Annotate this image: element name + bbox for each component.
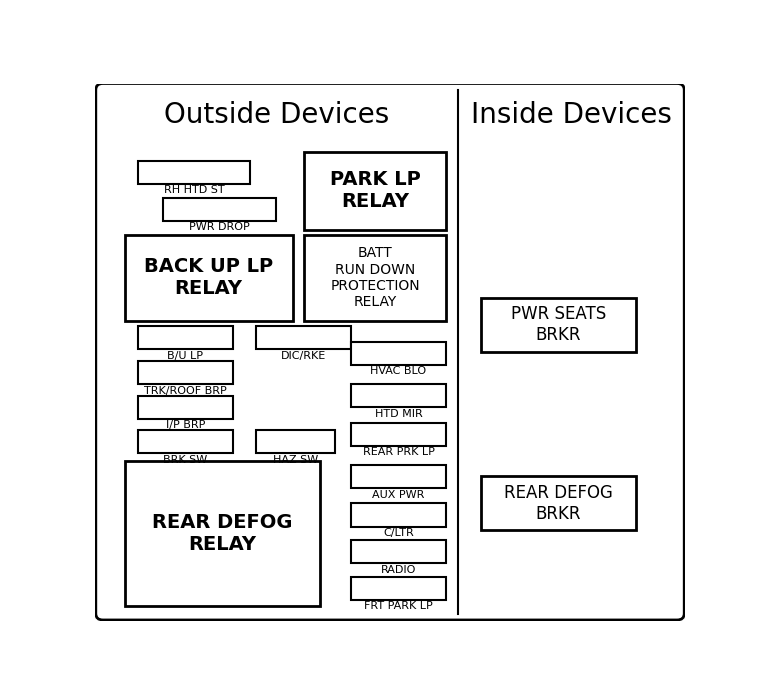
Bar [351, 540, 446, 563]
Text: REAR DEFOG
RELAY: REAR DEFOG RELAY [152, 513, 292, 554]
Text: PWR SEATS
BRKR: PWR SEATS BRKR [511, 305, 607, 344]
Bar [138, 361, 233, 384]
Text: REAR DEFOG
BRKR: REAR DEFOG BRKR [504, 484, 613, 523]
Text: DIC/RKE: DIC/RKE [281, 351, 326, 361]
Bar [351, 465, 446, 488]
Text: RADIO: RADIO [380, 565, 416, 575]
Text: I/P BRP: I/P BRP [166, 420, 205, 430]
Bar [138, 430, 233, 454]
Bar [138, 396, 233, 419]
Bar [351, 577, 446, 600]
Text: Inside Devices: Inside Devices [471, 101, 672, 128]
Bar [351, 503, 446, 526]
Bar [138, 326, 233, 350]
Text: PWR DROP: PWR DROP [189, 223, 250, 232]
Bar [481, 477, 636, 530]
Bar [256, 430, 336, 454]
Bar [481, 298, 636, 352]
Bar [304, 235, 446, 321]
Bar [351, 422, 446, 445]
Bar [351, 342, 446, 365]
Text: HTD MIR: HTD MIR [374, 409, 422, 419]
Text: HAZ SW: HAZ SW [273, 455, 318, 465]
Text: PARK LP
RELAY: PARK LP RELAY [330, 170, 421, 211]
Bar [164, 198, 275, 221]
Text: C/LTR: C/LTR [383, 528, 414, 538]
Text: BRK SW: BRK SW [164, 455, 208, 465]
Text: TRK/ROOF BRP: TRK/ROOF BRP [144, 385, 227, 396]
FancyBboxPatch shape [96, 84, 684, 620]
Text: AUX PWR: AUX PWR [372, 489, 425, 500]
Text: BACK UP LP
RELAY: BACK UP LP RELAY [144, 258, 273, 298]
Text: FRT PARK LP: FRT PARK LP [365, 601, 433, 611]
Text: B/U LP: B/U LP [167, 351, 203, 361]
Bar [125, 235, 293, 321]
Text: RH HTD ST: RH HTD ST [164, 186, 224, 195]
Text: HVAC BLO: HVAC BLO [371, 366, 427, 376]
Bar [304, 151, 446, 230]
Text: BATT
RUN DOWN
PROTECTION
RELAY: BATT RUN DOWN PROTECTION RELAY [330, 246, 420, 309]
Text: Outside Devices: Outside Devices [164, 101, 389, 128]
Bar [138, 161, 250, 184]
Bar [351, 384, 446, 407]
Bar [125, 461, 320, 606]
Text: REAR PRK LP: REAR PRK LP [362, 447, 435, 457]
Bar [256, 326, 351, 350]
